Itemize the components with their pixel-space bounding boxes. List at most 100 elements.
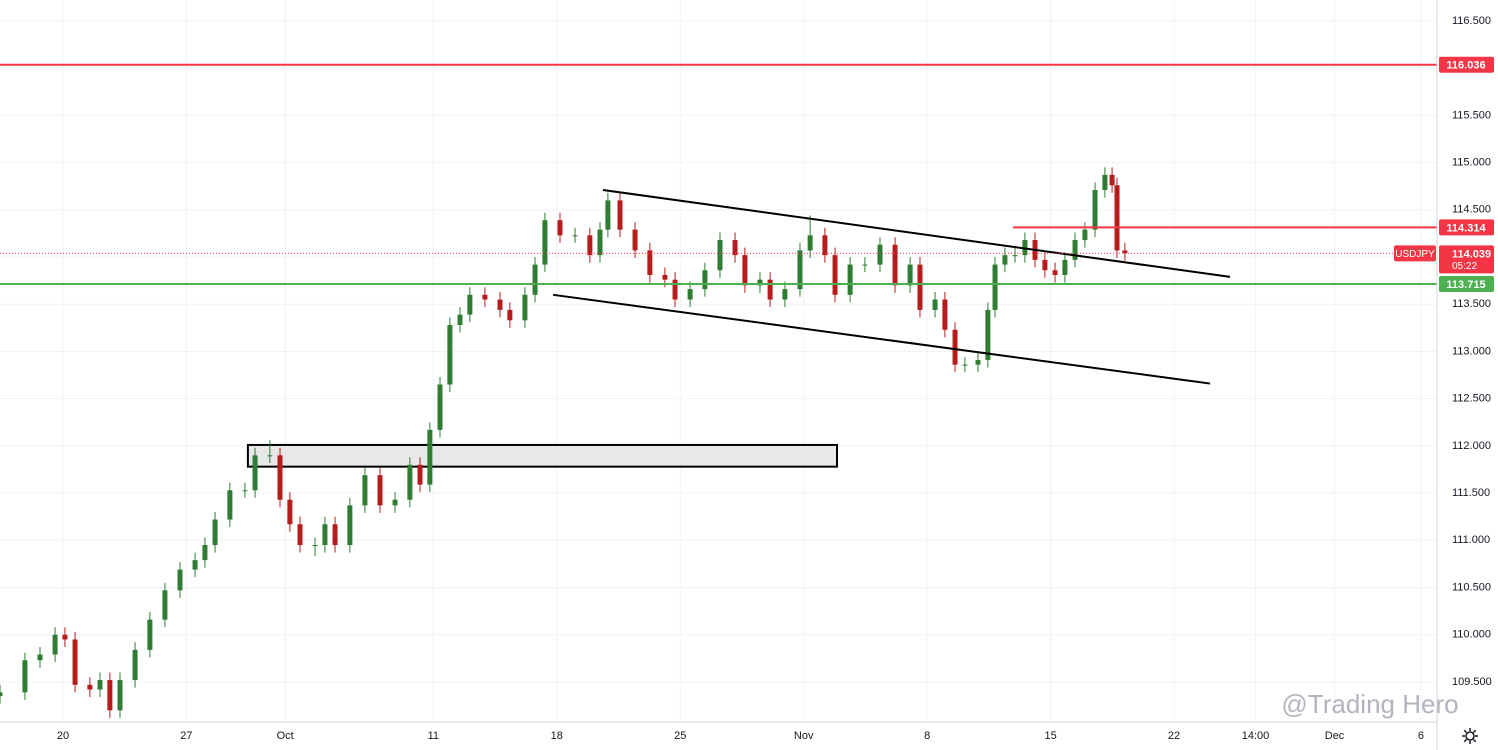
y-tick-label: 111.500 [1452, 487, 1490, 499]
y-tick-label: 113.000 [1452, 345, 1491, 357]
candle-body [212, 519, 218, 546]
y-tick-label: 115.500 [1452, 109, 1491, 121]
y-tick-label: 116.500 [1452, 15, 1491, 27]
candle-body [647, 250, 653, 275]
x-tick-label: 18 [551, 730, 563, 742]
candle-body [482, 294, 488, 300]
candle-body [177, 569, 183, 591]
candle-body [732, 240, 738, 256]
candle-body [807, 235, 813, 251]
candle-body [162, 590, 168, 620]
candle-body [87, 684, 93, 690]
candle-body [312, 545, 318, 547]
plot [0, 63, 1437, 718]
candle-body [1102, 174, 1108, 190]
candle-body [985, 309, 991, 360]
candle-body [22, 660, 28, 693]
candle-body [1122, 250, 1128, 254]
level-label: 113.715 [1446, 279, 1485, 291]
candle-body [392, 499, 398, 506]
x-tick-label: 25 [674, 730, 686, 742]
candle-body [52, 634, 58, 655]
candle-body [797, 250, 803, 290]
candle-body [427, 429, 433, 485]
candle-body [97, 680, 103, 690]
candle-body [227, 490, 233, 520]
symbol-box [1394, 245, 1436, 262]
candle-body [287, 499, 293, 525]
y-tick-label: 110.500 [1452, 581, 1491, 593]
candle-body [862, 264, 868, 266]
axes: 109.500 110.000 110.500 111.000 111.500 112.0… [57, 15, 1494, 742]
candle-body [297, 524, 303, 546]
x-tick-label: 14:00 [1242, 730, 1270, 742]
candle-body [467, 294, 473, 315]
candle-body [407, 464, 413, 500]
candle-body [557, 220, 563, 236]
candle-body [242, 490, 248, 492]
level-label: 116.036 [1446, 60, 1485, 72]
candle-body [597, 229, 603, 256]
candle-body [37, 654, 43, 661]
settings-icon[interactable] [1462, 728, 1478, 744]
candle-body [62, 634, 68, 640]
candle-body [672, 279, 678, 300]
last-price-box [1439, 245, 1494, 274]
candle-body [1072, 240, 1078, 260]
y-tick-label: 115.000 [1452, 157, 1491, 169]
level-label: 114.314 [1446, 222, 1486, 234]
candle-body [1012, 255, 1018, 257]
candle-body [847, 264, 853, 295]
candle-body [347, 505, 353, 546]
y-tick-label: 112.500 [1452, 393, 1491, 405]
candle-body [192, 560, 198, 570]
candle-body [1109, 174, 1115, 186]
candle-body [332, 524, 338, 546]
trendline [552, 293, 1211, 385]
gear-teeth[interactable] [1462, 728, 1478, 744]
candle-body [717, 240, 723, 271]
candle-body [952, 329, 958, 365]
symbol-label: USDJPY [1395, 249, 1435, 260]
candle-body [942, 299, 948, 330]
y-tick-label: 113.500 [1452, 298, 1491, 310]
candle-body [687, 289, 693, 300]
candle-body [605, 200, 611, 230]
candle-body [542, 220, 548, 265]
candle-body [252, 455, 258, 491]
zone [246, 443, 839, 468]
candle-body [322, 524, 328, 546]
candle-body [107, 680, 113, 711]
candle-body [1052, 270, 1058, 275]
x-tick-label: Nov [794, 730, 814, 742]
candle-body [782, 289, 788, 300]
candle-body [132, 649, 138, 681]
candle-body [0, 692, 3, 697]
candle-body [1092, 189, 1098, 230]
candle-body [1042, 259, 1048, 271]
candle-body [522, 294, 528, 321]
candle-body [992, 264, 998, 310]
candle-body [877, 244, 883, 265]
candle-body [447, 325, 453, 385]
level-label-box [1439, 275, 1494, 292]
candle-body [587, 235, 593, 256]
candle-body [497, 299, 503, 310]
candle-body [532, 264, 538, 295]
candle-body [1062, 259, 1068, 275]
candle-body [742, 255, 748, 286]
candle-body [932, 299, 938, 310]
level-label-box [1439, 56, 1494, 73]
y-tick-label: 109.500 [1452, 676, 1492, 688]
gear[interactable] [1465, 731, 1475, 741]
candle-body [147, 619, 153, 650]
x-tick-label: 20 [57, 730, 69, 742]
trendline [602, 188, 1231, 278]
candle-body [202, 545, 208, 561]
grid [0, 0, 1437, 722]
candle-body [457, 314, 463, 326]
candle-body [267, 455, 273, 457]
candle-body [907, 264, 913, 286]
x-tick-label: 15 [1044, 730, 1056, 742]
